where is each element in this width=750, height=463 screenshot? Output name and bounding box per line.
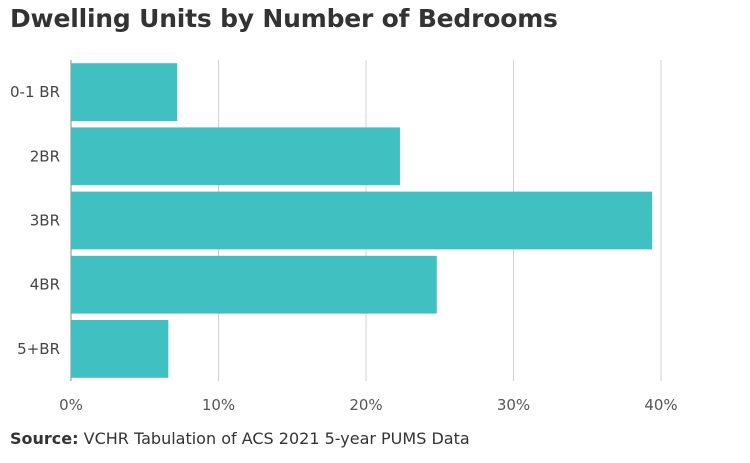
bar	[71, 255, 437, 314]
bar	[71, 127, 400, 186]
x-tick-label: 10%	[202, 396, 235, 414]
category-labels: 0-1 BR 2BR 3BR 4BR 5+BR	[10, 83, 60, 358]
category-label: 5+BR	[17, 340, 60, 358]
x-tick-label: 40%	[644, 396, 677, 414]
x-tick-labels: 0% 10% 20% 30% 40%	[59, 396, 678, 414]
bars	[71, 63, 653, 378]
source-note: Source: VCHR Tabulation of ACS 2021 5-ye…	[10, 429, 470, 448]
category-label: 2BR	[30, 147, 60, 165]
x-tick-label: 30%	[497, 396, 530, 414]
bar	[71, 191, 653, 250]
source-label: Source:	[10, 429, 79, 448]
bar	[71, 320, 169, 378]
category-label: 0-1 BR	[10, 83, 60, 101]
category-label: 3BR	[30, 212, 60, 230]
x-tick-label: 20%	[349, 396, 382, 414]
category-label: 4BR	[30, 276, 60, 294]
x-tick-label: 0%	[59, 396, 83, 414]
bar	[71, 63, 178, 121]
source-text: VCHR Tabulation of ACS 2021 5-year PUMS …	[83, 429, 470, 448]
chart-title: Dwelling Units by Number of Bedrooms	[10, 4, 558, 33]
